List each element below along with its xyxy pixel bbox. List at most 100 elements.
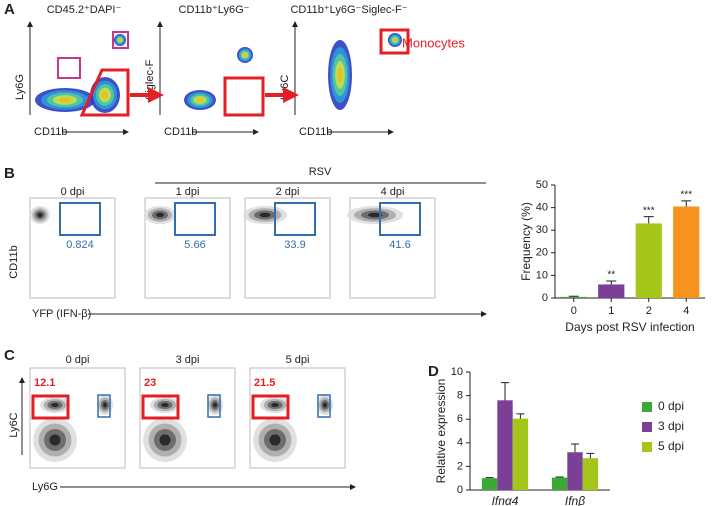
x-tick-label: 4: [683, 305, 689, 317]
y-label: CD11b: [8, 245, 20, 278]
bar: [567, 452, 583, 490]
legend-label: 3 dpi: [658, 419, 684, 433]
error-bar: [681, 200, 692, 207]
density: [196, 98, 204, 102]
bar: [512, 418, 529, 490]
y-label: Ly6G: [14, 74, 26, 100]
density: [368, 212, 382, 218]
density: [118, 38, 122, 42]
gate-label: Monocytes: [402, 35, 465, 50]
legend-swatch: [642, 422, 652, 432]
gate: [59, 202, 101, 236]
gate-value: 12.1: [34, 377, 55, 389]
plot-title: 5 dpi: [286, 354, 310, 366]
plot-frame: [29, 367, 126, 469]
x-tick-label: Ifnβ: [565, 494, 585, 506]
gate: [223, 76, 265, 117]
error-bar: [555, 476, 564, 478]
gate-value: 23: [144, 377, 156, 389]
bar: [598, 284, 625, 298]
density: [259, 212, 271, 218]
plot-title: 1 dpi: [176, 186, 200, 198]
bar: [673, 206, 700, 298]
y-tick-label: 0: [542, 292, 548, 304]
plot-title: CD11b⁺Ly6G⁻: [179, 4, 250, 16]
density: [103, 402, 107, 408]
significance: ***: [680, 189, 692, 200]
y-label: Frequency (%): [519, 202, 533, 281]
x-label: CD11b: [34, 126, 67, 138]
plot-frame: [249, 367, 346, 469]
error-bar: [568, 295, 579, 297]
gate: [174, 202, 216, 236]
plot-title: 3 dpi: [176, 354, 200, 366]
y-tick-label: 30: [536, 224, 548, 236]
x-tick-label: Ifnα4: [492, 494, 519, 506]
plot-frame: [244, 197, 331, 299]
plot-title: CD11b⁺Ly6G⁻Siglec-F⁻: [290, 4, 407, 16]
plot-frame: [349, 197, 436, 299]
panel-label: B: [4, 165, 15, 182]
density: [49, 434, 61, 446]
density: [159, 434, 171, 446]
bar: [560, 296, 587, 298]
gate: [112, 31, 129, 49]
density: [51, 403, 59, 407]
y-tick-label: 10: [536, 269, 548, 281]
y-tick-label: 4: [457, 437, 463, 449]
y-tick-label: 0: [457, 484, 463, 496]
x-label: YFP (IFN-β): [32, 308, 91, 320]
plot-frame: [139, 367, 236, 469]
bar: [497, 400, 513, 490]
density: [337, 68, 343, 82]
plot-title: 0 dpi: [61, 186, 85, 198]
y-tick-label: 20: [536, 247, 548, 259]
y-label: Relative expression: [434, 379, 448, 484]
density: [161, 403, 169, 407]
x-tick-label: 0: [571, 305, 577, 317]
y-tick-label: 50: [536, 179, 548, 191]
density: [243, 53, 247, 57]
panel-label: D: [428, 363, 439, 380]
legend-label: 5 dpi: [658, 439, 684, 453]
plot-title: 0 dpi: [66, 354, 90, 366]
gate: [97, 394, 111, 418]
density: [59, 97, 71, 103]
error-bar: [606, 280, 617, 285]
x-label: CD11b: [164, 126, 197, 138]
error-bar: [586, 452, 595, 459]
error-bar: [501, 382, 509, 401]
gate: [207, 394, 221, 418]
gate: [274, 202, 316, 236]
y-tick-label: 2: [457, 460, 463, 472]
significance: **: [607, 270, 615, 281]
density: [156, 212, 164, 218]
y-tick-label: 10: [451, 366, 463, 378]
density: [37, 212, 43, 218]
y-label: Ly6C: [8, 412, 20, 437]
density: [323, 402, 327, 408]
x-label: CD11b: [299, 126, 332, 138]
y-tick-label: 6: [457, 413, 463, 425]
density: [393, 38, 397, 42]
error-bar: [485, 477, 494, 479]
gate-value: 5.66: [184, 239, 205, 251]
gate: [379, 202, 421, 236]
bar: [551, 477, 568, 490]
density: [213, 402, 217, 408]
density: [271, 403, 279, 407]
plot-title: 2 dpi: [276, 186, 300, 198]
bar: [481, 478, 498, 490]
panel-label: A: [4, 1, 15, 18]
x-tick-label: 1: [608, 305, 614, 317]
gate: [79, 68, 130, 117]
legend-label: 0 dpi: [658, 399, 684, 413]
gate: [141, 394, 180, 420]
error-bar: [643, 216, 654, 224]
error-bar: [516, 413, 525, 419]
error-bar: [571, 443, 579, 453]
plot-title: 4 dpi: [381, 186, 405, 198]
x-label: Ly6G: [32, 481, 58, 493]
plot-frame: [144, 197, 231, 299]
